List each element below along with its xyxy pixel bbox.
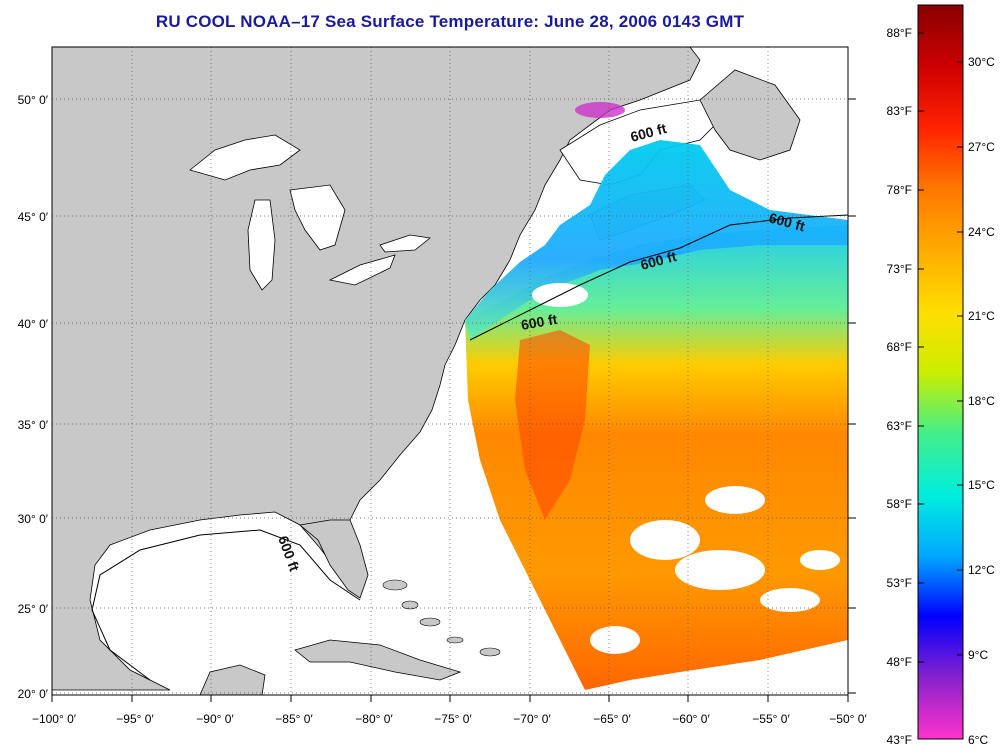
land-newfoundland bbox=[699, 69, 801, 161]
lon-tick-label: −100° 0′ bbox=[32, 712, 77, 726]
lon-tick-label: −65° 0′ bbox=[593, 712, 631, 726]
sst-warm-patch bbox=[515, 330, 590, 520]
lon-tick-label: −85° 0′ bbox=[275, 712, 313, 726]
cloud-mask bbox=[532, 283, 840, 654]
lat-tick-label: 20° 0′ bbox=[18, 687, 49, 701]
lon-tick-label: −70° 0′ bbox=[513, 712, 551, 726]
lake-erie bbox=[328, 254, 396, 286]
lon-tick-label: −90° 0′ bbox=[196, 712, 234, 726]
lake-superior bbox=[189, 134, 301, 181]
lat-tick-label: 30° 0′ bbox=[18, 512, 49, 526]
depth-label: 600 ft bbox=[520, 311, 559, 333]
land-north-america bbox=[52, 47, 701, 691]
land-florida bbox=[299, 519, 369, 599]
lat-tick-label: 45° 0′ bbox=[18, 210, 49, 224]
map-title: RU COOL NOAA–17 Sea Surface Temperature:… bbox=[155, 12, 745, 31]
lat-tick-label: 50° 0′ bbox=[18, 93, 49, 107]
sst-cold-shelf bbox=[465, 140, 848, 340]
lake-huron bbox=[289, 184, 346, 251]
graticule bbox=[51, 47, 849, 695]
lat-tick-label: 35° 0′ bbox=[18, 418, 49, 432]
sst-cold-patch bbox=[575, 102, 625, 118]
lon-tick-label: −95° 0′ bbox=[116, 712, 154, 726]
lon-tick-label: −75° 0′ bbox=[434, 712, 472, 726]
lat-tick-label: 40° 0′ bbox=[18, 317, 49, 331]
lat-tick-label: 25° 0′ bbox=[18, 602, 49, 616]
land-yucatan bbox=[199, 664, 266, 695]
lon-tick-label: −55° 0′ bbox=[752, 712, 790, 726]
lon-tick-label: −50° 0′ bbox=[829, 712, 867, 726]
lake-michigan bbox=[247, 199, 276, 291]
lon-tick-label: −60° 0′ bbox=[672, 712, 710, 726]
lake-ontario bbox=[379, 234, 431, 253]
gulf-st-lawrence bbox=[559, 99, 721, 186]
depth-contour-600ft bbox=[469, 214, 848, 341]
depth-contour-600ft-gulf bbox=[91, 529, 361, 681]
land-bahamas bbox=[382, 579, 501, 657]
lon-tick-label: −80° 0′ bbox=[355, 712, 393, 726]
